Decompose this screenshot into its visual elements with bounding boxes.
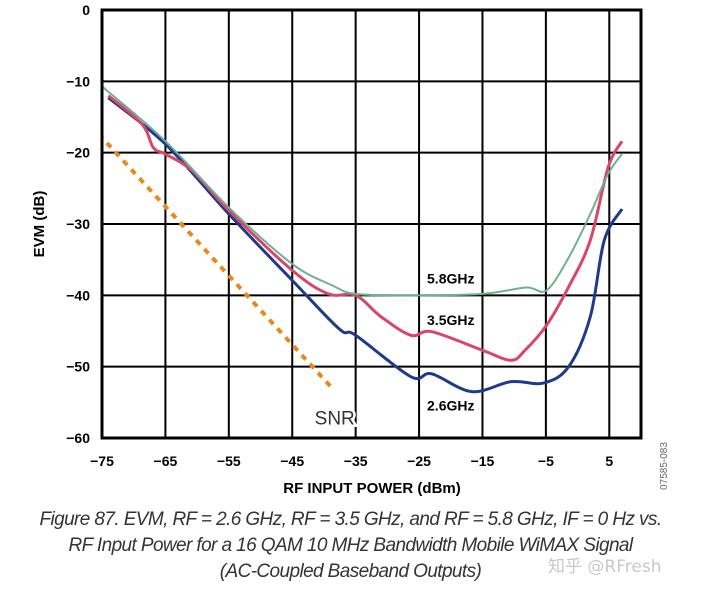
x-tick-label: −5: [538, 453, 554, 469]
x-tick-label: −35: [344, 453, 368, 469]
x-tick-label: −65: [154, 453, 178, 469]
x-tick-label: −15: [471, 453, 495, 469]
series-line-5.8ghz: [102, 85, 623, 297]
series-label-2.6ghz: 2.6GHz: [427, 397, 474, 413]
axes: −75 −65 −55 −45 −35 −25 −15 −5 50−10−20−30−40−50…: [66, 2, 643, 469]
x-tick-label: −75: [90, 453, 114, 469]
series-label-3.5ghz: 3.5GHz: [427, 312, 474, 328]
x-tick-label: −55: [217, 453, 241, 469]
caption-line-1: Figure 87. EVM, RF = 2.6 GHz, RF = 3.5 G…: [39, 509, 662, 530]
y-tick-label: −50: [66, 359, 90, 375]
x-tick-label: −45: [280, 453, 304, 469]
series-line-2.6ghz: [107, 96, 624, 394]
caption-line-2: RF Input Power for a 16 QAM 10 MHz Bandw…: [68, 535, 633, 556]
series-label-snr: SNR: [315, 409, 355, 430]
watermark: 知乎 @RFresh: [548, 557, 662, 577]
series-labels: 2.6GHz 3.5GHz 5.8GHz SNR: [312, 268, 477, 432]
y-tick-label: −60: [66, 430, 90, 446]
x-tick-label: −25: [407, 453, 431, 469]
y-tick-label: 0: [82, 2, 90, 18]
x-axis-label: RF INPUT POWER (dBm): [283, 480, 461, 497]
plot-frame: [100, 8, 643, 440]
side-code: 07585-083: [659, 442, 670, 490]
y-tick-label: −40: [66, 287, 90, 303]
series-lines: [102, 85, 624, 394]
x-tick-label: 5: [605, 453, 613, 469]
series-line-snr: [102, 134, 336, 392]
caption-line-3: (AC-Coupled Baseband Outputs): [219, 561, 482, 582]
y-tick-label: −30: [66, 216, 90, 232]
y-tick-label: −10: [66, 73, 90, 89]
y-axis-label: EVM (dB): [31, 191, 48, 258]
series-label-5.8ghz: 5.8GHz: [427, 271, 474, 287]
series-line-3.5ghz: [107, 94, 624, 362]
y-tick-label: −20: [66, 145, 90, 161]
